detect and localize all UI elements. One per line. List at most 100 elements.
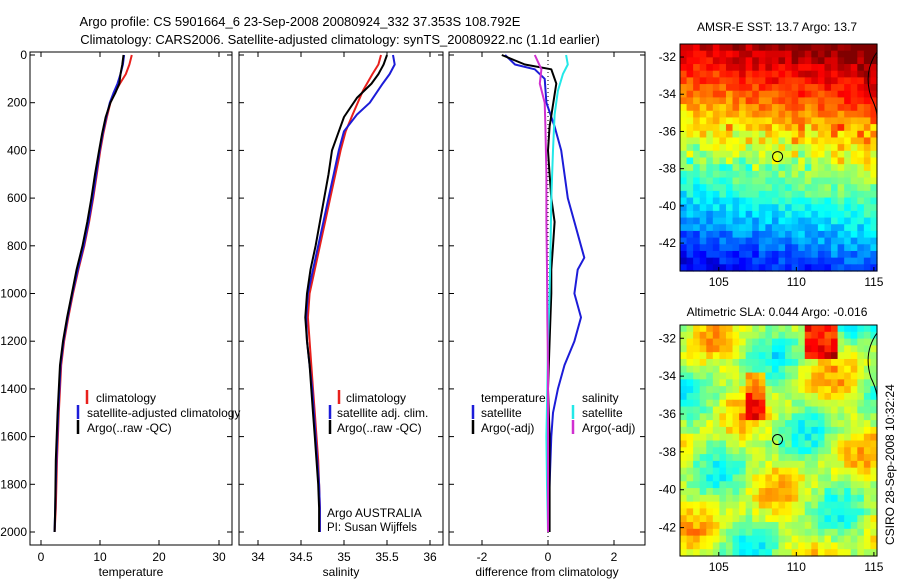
sla-map-cell	[686, 488, 694, 496]
sst-map-cell	[680, 97, 688, 105]
sla-map-cell	[732, 522, 740, 530]
sst-map-cell	[844, 137, 852, 145]
sla-map-cell	[778, 522, 786, 530]
sla-map-cell	[863, 392, 872, 401]
sla-map-cell	[699, 447, 707, 455]
sla-map-cell	[863, 501, 872, 510]
sla-map-cell	[791, 379, 799, 387]
sla-map-cell	[739, 542, 747, 550]
sst-map-cell	[712, 190, 720, 199]
sst-map-cell	[870, 197, 878, 205]
sla-map-cell	[719, 501, 727, 510]
sla-map-cell	[686, 528, 694, 537]
sla-map-cell	[686, 481, 694, 489]
sla-map-cell	[712, 494, 720, 503]
sst-map-cell	[771, 57, 780, 65]
sla-map-cell	[785, 352, 793, 360]
sst-map-cell	[791, 90, 799, 99]
difference-xtick-label: 0	[545, 550, 552, 564]
sst-map-cell	[817, 97, 826, 105]
sla-map-cell	[758, 392, 766, 401]
sst-map-cell	[844, 230, 852, 239]
sst-map-cell	[693, 84, 701, 92]
sst-map-cell	[804, 124, 812, 132]
sla-map-cell	[798, 352, 806, 360]
sst-map-cell	[725, 170, 734, 179]
figure-title-line2: Climatology: CARS2006. Satellite-adjuste…	[80, 32, 600, 47]
sla-map-cell	[771, 426, 780, 435]
sst-map-cell	[712, 137, 720, 145]
sla-map-cell	[719, 338, 727, 346]
sst-map-cell	[817, 77, 826, 85]
sst-map-cell	[725, 157, 734, 165]
sla-map-cell	[844, 440, 852, 448]
sla-map-cell	[785, 433, 793, 442]
sla-map-cell	[791, 501, 799, 510]
sst-map-cell	[699, 150, 707, 159]
sst-map-cell	[857, 237, 865, 245]
sla-map-cell	[863, 358, 872, 367]
sst-map-cell	[725, 244, 734, 252]
sst-map-cell	[706, 77, 714, 85]
sst-map-cell	[719, 157, 727, 165]
sst-map-cell	[699, 117, 707, 125]
sst-map-cell	[791, 130, 799, 139]
sst-map-cell	[732, 184, 740, 192]
sst-map-cell	[680, 44, 688, 52]
sst-map-cell	[817, 117, 826, 125]
sla-map-cell	[745, 379, 753, 387]
sla-map-cell	[725, 406, 734, 414]
sst-map-cell	[712, 64, 720, 72]
sst-map-cell	[758, 137, 766, 145]
sst-map-cell	[693, 104, 701, 112]
sst-map-cell	[863, 250, 872, 259]
sla-map-cell	[844, 535, 852, 544]
sst-map-cell	[844, 77, 852, 85]
sla-map-cell	[706, 426, 714, 435]
sla-coastline	[867, 332, 878, 399]
sla-map-cell	[817, 515, 826, 523]
sla-map-cell	[686, 460, 694, 469]
sst-map-cell	[686, 137, 694, 145]
sla-map-cell	[719, 460, 727, 469]
sla-map-cell	[785, 365, 793, 374]
sst-map-cell	[752, 50, 760, 58]
sla-map-cell	[719, 420, 727, 428]
sla-map-cell	[817, 447, 826, 455]
sst-map-cell	[837, 197, 845, 205]
depth-tick-label: 1400	[0, 382, 27, 396]
sst-map-cell	[739, 90, 747, 99]
sst-map-cell	[699, 137, 707, 145]
sst-map-cell	[837, 184, 845, 192]
sst-map-cell	[739, 97, 747, 105]
sst-map-cell	[732, 244, 740, 252]
sst-map-cell	[850, 104, 858, 112]
sst-map-cell	[693, 170, 701, 179]
sla-map-cell	[739, 372, 747, 380]
sla-map-cell	[686, 352, 694, 360]
sst-map-cell	[824, 57, 832, 65]
sla-map-cell	[699, 454, 707, 462]
sst-map-cell	[831, 257, 839, 265]
sla-map-cell	[831, 481, 839, 489]
sst-map-cell	[844, 144, 852, 152]
sst-map-cell	[844, 104, 852, 112]
sla-map-cell	[811, 528, 819, 537]
sla-map-cell	[693, 338, 701, 346]
sla-map-cell	[771, 460, 780, 469]
sla-map-cell	[791, 542, 799, 550]
sst-map-cell	[785, 50, 793, 58]
sla-map-cell	[771, 358, 780, 367]
sla-map-cell	[778, 447, 786, 455]
sla-map-cell	[725, 325, 734, 333]
sla-map-cell	[758, 365, 766, 374]
sla-map-cell	[857, 501, 865, 510]
sst-map-cell	[765, 124, 773, 132]
sla-map-cell	[837, 338, 845, 346]
sst-map-cell	[771, 244, 780, 252]
sla-map-cell	[771, 331, 780, 340]
sla-map-cell	[778, 460, 786, 469]
sla-map-cell	[686, 420, 694, 428]
sla-map-cell	[712, 338, 720, 346]
sst-map-cell	[752, 204, 760, 212]
